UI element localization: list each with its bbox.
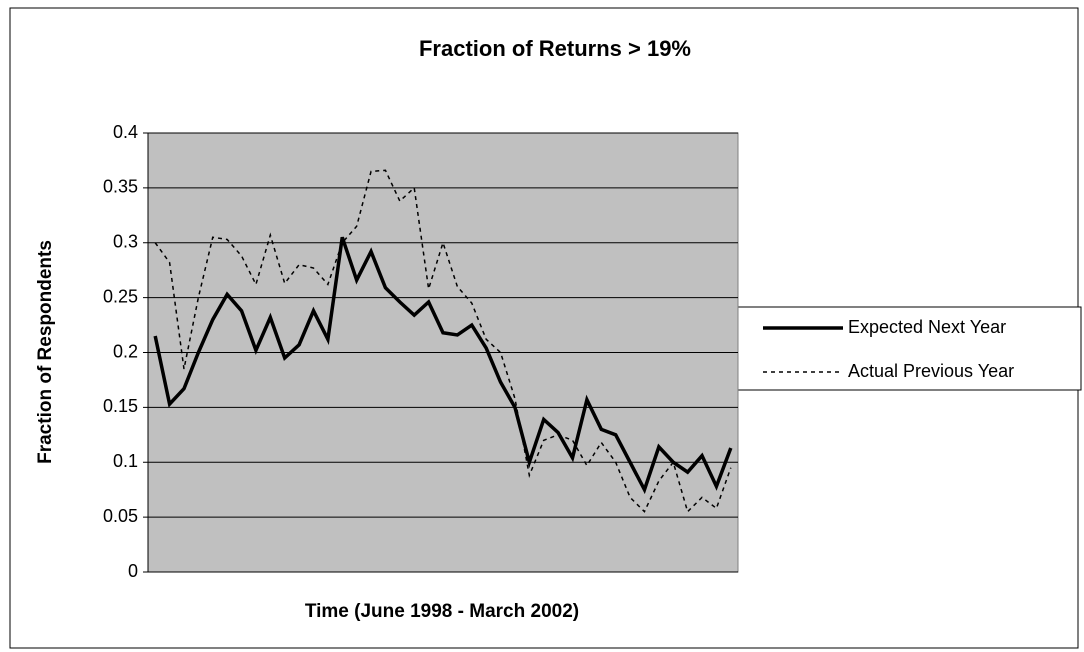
legend-label: Actual Previous Year <box>848 361 1014 381</box>
y-tick-label: 0.4 <box>113 122 138 142</box>
series-line <box>153 236 733 495</box>
y-axis-label: Fraction of Respondents <box>35 240 56 464</box>
y-tick-label: 0.05 <box>103 506 138 526</box>
y-tick-label: 0.3 <box>113 232 138 252</box>
legend-label: Expected Next Year <box>848 317 1006 337</box>
y-tick-label: 0.15 <box>103 396 138 416</box>
y-tick-label: 0.35 <box>103 177 138 197</box>
x-axis-label: Time (June 1998 - March 2002) <box>305 601 579 622</box>
legend-box <box>732 306 1082 391</box>
chart-title: Fraction of Returns > 19% <box>419 36 691 61</box>
y-tick-label: 0.2 <box>113 341 138 361</box>
y-tick-label: 0.25 <box>103 286 138 306</box>
y-tick-label: 0.1 <box>113 451 138 471</box>
y-tick-label: 0 <box>128 561 138 581</box>
